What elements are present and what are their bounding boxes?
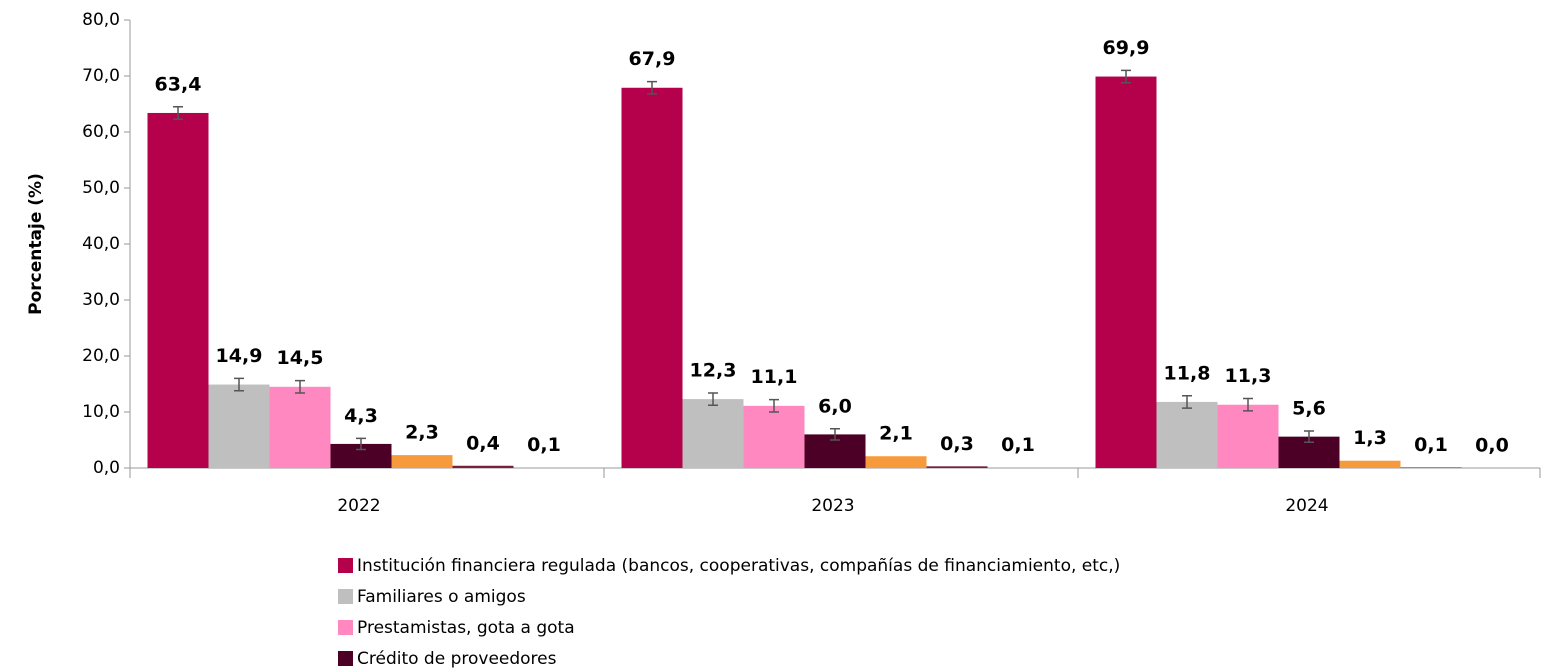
legend-label: Familiares o amigos bbox=[357, 587, 526, 607]
bar bbox=[391, 455, 453, 468]
bar bbox=[682, 399, 744, 468]
data-label: 5,6 bbox=[1292, 398, 1326, 420]
data-label: 11,8 bbox=[1164, 362, 1211, 384]
data-label: 14,9 bbox=[216, 345, 263, 367]
data-label: 69,9 bbox=[1103, 37, 1150, 59]
error-bar bbox=[830, 428, 840, 441]
error-bar bbox=[1121, 69, 1131, 84]
bar bbox=[1339, 460, 1401, 468]
y-tick-label: 80,0 bbox=[82, 10, 120, 30]
legend-swatch bbox=[338, 589, 353, 604]
data-label: 6,0 bbox=[818, 395, 852, 417]
legend-swatch bbox=[338, 620, 353, 635]
y-tick-label: 50,0 bbox=[82, 178, 120, 198]
data-label: 11,3 bbox=[1225, 365, 1272, 387]
error-bar bbox=[1304, 430, 1314, 443]
legend-label: Institución financiera regulada (bancos,… bbox=[357, 556, 1120, 576]
error-bar bbox=[708, 392, 718, 407]
data-label: 0,1 bbox=[527, 434, 561, 456]
data-label: 2,3 bbox=[405, 422, 439, 444]
x-tick-label: 2023 bbox=[811, 496, 854, 516]
x-tick-label: 2022 bbox=[337, 496, 380, 516]
error-bar bbox=[295, 379, 305, 394]
data-label: 67,9 bbox=[629, 48, 676, 70]
bar bbox=[987, 467, 1049, 468]
bar bbox=[452, 465, 514, 468]
legend-label: Prestamistas, gota a gota bbox=[357, 618, 575, 638]
y-tick-label: 0,0 bbox=[93, 458, 120, 478]
bar bbox=[513, 467, 575, 468]
data-label: 1,3 bbox=[1353, 427, 1387, 449]
data-label: 2,1 bbox=[879, 423, 913, 445]
legend-swatch bbox=[338, 651, 353, 666]
bar bbox=[208, 384, 270, 468]
error-bar bbox=[1243, 397, 1253, 412]
y-axis-label: Porcentaje (%) bbox=[26, 173, 46, 315]
data-label: 12,3 bbox=[690, 359, 737, 381]
error-bar bbox=[356, 437, 366, 451]
data-label: 63,4 bbox=[155, 73, 202, 95]
y-tick-label: 40,0 bbox=[82, 234, 120, 254]
data-label: 0,4 bbox=[466, 432, 500, 454]
bar bbox=[269, 386, 331, 468]
bar bbox=[1095, 76, 1157, 468]
y-tick-label: 70,0 bbox=[82, 66, 120, 86]
data-label: 0,1 bbox=[1001, 434, 1035, 456]
legend-swatch bbox=[338, 558, 353, 573]
bar bbox=[865, 456, 927, 468]
data-label: 14,5 bbox=[277, 347, 324, 369]
data-label: 0,3 bbox=[940, 433, 974, 455]
data-label: 11,1 bbox=[751, 366, 798, 388]
data-label: 4,3 bbox=[344, 405, 378, 427]
bar bbox=[621, 87, 683, 468]
bar bbox=[147, 112, 209, 469]
y-tick-label: 10,0 bbox=[82, 402, 120, 422]
error-bar bbox=[647, 80, 657, 95]
bar bbox=[1156, 401, 1218, 468]
y-tick-label: 60,0 bbox=[82, 122, 120, 142]
bar bbox=[743, 405, 805, 468]
error-bar bbox=[234, 377, 244, 392]
legend-label: Crédito de proveedores bbox=[357, 649, 557, 669]
data-label: 0,1 bbox=[1414, 434, 1448, 456]
bar bbox=[926, 466, 988, 468]
y-tick-label: 30,0 bbox=[82, 290, 120, 310]
y-tick-label: 20,0 bbox=[82, 346, 120, 366]
error-bar bbox=[173, 106, 183, 120]
error-bar bbox=[769, 398, 779, 413]
bar bbox=[1217, 404, 1279, 468]
data-label: 0,0 bbox=[1475, 435, 1509, 457]
bar bbox=[1400, 467, 1462, 468]
error-bar bbox=[1182, 395, 1192, 409]
x-tick-label: 2024 bbox=[1285, 496, 1328, 516]
